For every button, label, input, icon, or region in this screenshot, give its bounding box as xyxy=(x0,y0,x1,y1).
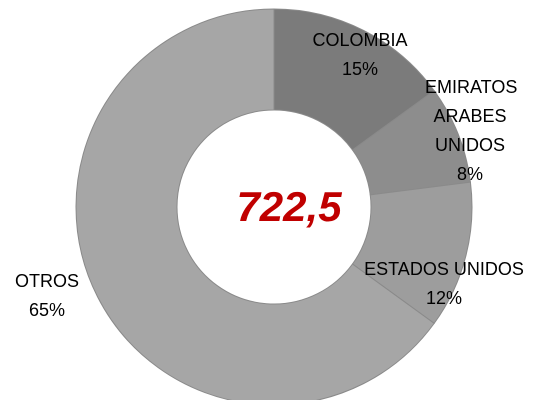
center-total: 722,5 xyxy=(236,183,342,230)
value-label: 12% xyxy=(425,288,463,308)
slice-label: EMIRATOS ARABES UNIDOS 8% xyxy=(425,73,518,189)
value-label: 8% xyxy=(456,164,483,184)
category-label: EMIRATOS ARABES UNIDOS xyxy=(425,77,518,155)
slice-label: ESTADOS UNIDOS 12% xyxy=(349,255,539,313)
value-label: 15% xyxy=(341,59,379,79)
value-label: 65% xyxy=(28,300,66,320)
slice-label: COLOMBIA 15% xyxy=(295,26,425,84)
category-label: ESTADOS UNIDOS xyxy=(364,259,524,279)
slice-label: OTROS 65% xyxy=(2,267,92,325)
category-label: COLOMBIA xyxy=(312,30,408,50)
donut-segment xyxy=(75,8,435,400)
category-label: OTROS xyxy=(14,271,79,291)
